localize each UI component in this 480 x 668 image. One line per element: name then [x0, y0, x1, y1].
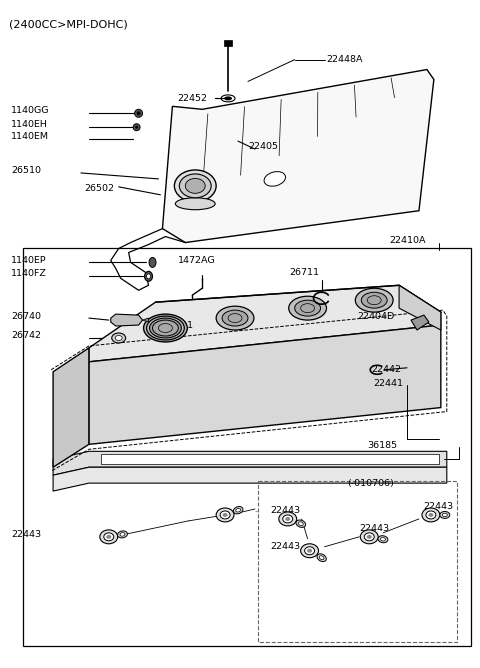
Ellipse shape	[146, 316, 184, 340]
Polygon shape	[53, 452, 447, 475]
Text: 22448A: 22448A	[326, 55, 363, 64]
Text: 22443: 22443	[360, 524, 389, 533]
Ellipse shape	[144, 314, 187, 342]
Text: 22443: 22443	[423, 502, 453, 512]
Ellipse shape	[150, 318, 181, 338]
Ellipse shape	[319, 556, 324, 560]
Text: 1472AG: 1472AG	[179, 256, 216, 265]
Polygon shape	[101, 454, 439, 464]
Ellipse shape	[233, 506, 243, 514]
Text: 22443: 22443	[270, 506, 300, 516]
Ellipse shape	[146, 274, 151, 279]
Ellipse shape	[285, 517, 290, 521]
Polygon shape	[89, 325, 441, 444]
Ellipse shape	[180, 174, 211, 198]
Ellipse shape	[222, 310, 248, 326]
Ellipse shape	[223, 513, 228, 517]
Polygon shape	[143, 318, 148, 322]
Text: 26742: 26742	[12, 331, 41, 341]
Ellipse shape	[283, 515, 293, 523]
Ellipse shape	[137, 112, 141, 116]
Ellipse shape	[422, 508, 440, 522]
Ellipse shape	[307, 548, 312, 552]
Text: 36185: 36185	[367, 441, 397, 450]
Polygon shape	[53, 467, 447, 491]
Text: 22452: 22452	[178, 94, 207, 103]
Ellipse shape	[364, 533, 374, 541]
Text: (2400CC>MPI-DOHC): (2400CC>MPI-DOHC)	[9, 20, 128, 30]
Ellipse shape	[106, 535, 111, 539]
Ellipse shape	[153, 320, 179, 336]
Text: 26510: 26510	[12, 166, 41, 176]
Polygon shape	[224, 39, 232, 45]
Ellipse shape	[216, 306, 254, 330]
Ellipse shape	[118, 531, 127, 538]
Text: 22443: 22443	[270, 542, 300, 551]
Ellipse shape	[224, 96, 232, 100]
Circle shape	[198, 317, 203, 323]
Ellipse shape	[361, 292, 387, 308]
Text: 1140EM: 1140EM	[12, 132, 49, 141]
Ellipse shape	[175, 198, 215, 210]
Ellipse shape	[288, 296, 326, 320]
Bar	[23, 248, 471, 646]
Text: 1140EH: 1140EH	[12, 120, 48, 129]
Text: 22442: 22442	[371, 365, 401, 374]
Bar	[258, 481, 457, 642]
Ellipse shape	[440, 512, 450, 518]
Text: 22410A: 22410A	[389, 236, 426, 245]
Ellipse shape	[381, 538, 385, 541]
Ellipse shape	[300, 544, 319, 558]
Ellipse shape	[149, 257, 156, 267]
Text: 26740: 26740	[12, 311, 41, 321]
Ellipse shape	[216, 508, 234, 522]
Ellipse shape	[134, 110, 143, 118]
Ellipse shape	[220, 511, 230, 519]
Ellipse shape	[120, 532, 125, 536]
Text: 26502: 26502	[84, 184, 114, 193]
Ellipse shape	[115, 335, 122, 341]
Ellipse shape	[104, 533, 114, 541]
Ellipse shape	[221, 95, 235, 102]
Ellipse shape	[133, 124, 140, 131]
Text: 26711: 26711	[290, 268, 320, 277]
Ellipse shape	[144, 271, 153, 281]
Polygon shape	[411, 315, 429, 330]
Ellipse shape	[112, 333, 126, 343]
Ellipse shape	[135, 126, 138, 129]
Polygon shape	[399, 285, 441, 330]
Text: (-010706): (-010706)	[348, 479, 394, 488]
Polygon shape	[53, 348, 89, 467]
Text: 22405: 22405	[248, 142, 278, 150]
Text: 22441: 22441	[373, 379, 403, 388]
Text: 1140EP: 1140EP	[12, 256, 47, 265]
Ellipse shape	[378, 536, 388, 543]
Ellipse shape	[236, 508, 240, 512]
Ellipse shape	[299, 522, 303, 526]
Ellipse shape	[355, 289, 393, 312]
Ellipse shape	[174, 170, 216, 202]
Ellipse shape	[317, 554, 326, 562]
Text: 26721: 26721	[164, 321, 193, 329]
Polygon shape	[89, 285, 441, 362]
Text: 22443: 22443	[12, 530, 41, 539]
Polygon shape	[162, 69, 434, 242]
Ellipse shape	[295, 300, 321, 316]
Ellipse shape	[100, 530, 118, 544]
Ellipse shape	[443, 513, 447, 516]
Text: 1140GG: 1140GG	[12, 106, 50, 115]
Ellipse shape	[264, 172, 286, 186]
Ellipse shape	[305, 547, 314, 554]
Ellipse shape	[360, 530, 378, 544]
Ellipse shape	[426, 511, 436, 519]
Text: 22404D: 22404D	[357, 311, 395, 321]
Ellipse shape	[279, 512, 297, 526]
Ellipse shape	[296, 520, 306, 527]
Polygon shape	[111, 314, 143, 326]
Ellipse shape	[367, 535, 372, 539]
Ellipse shape	[429, 513, 433, 517]
Ellipse shape	[185, 178, 205, 193]
Text: 1140FZ: 1140FZ	[12, 269, 47, 278]
